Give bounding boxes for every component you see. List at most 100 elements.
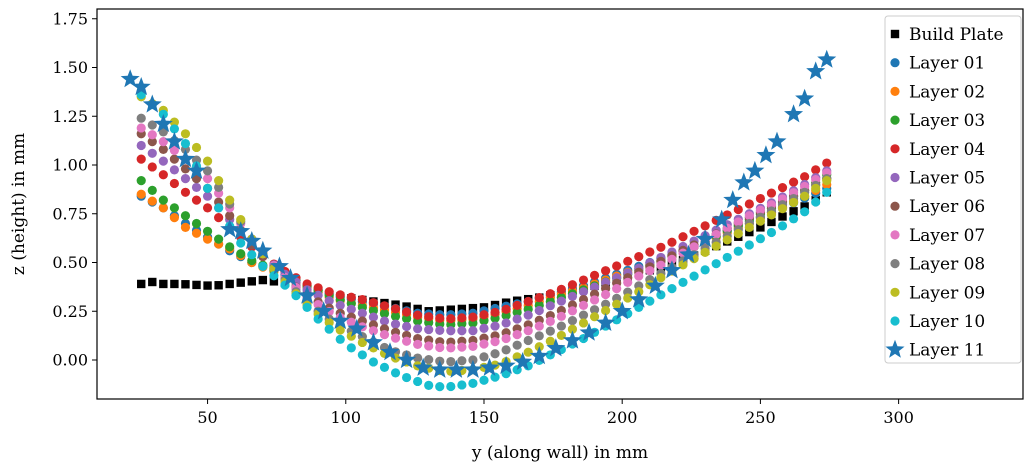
data-point	[368, 312, 379, 322]
data-point	[191, 218, 202, 229]
data-point	[357, 337, 367, 348]
data-point	[567, 306, 578, 316]
data-point	[191, 195, 202, 205]
data-point	[629, 289, 649, 308]
legend-marker	[885, 339, 905, 358]
x-tick-label: 200	[607, 408, 638, 427]
data-point	[788, 214, 799, 224]
data-point	[545, 289, 555, 299]
data-point	[546, 338, 566, 357]
data-point	[346, 292, 356, 302]
data-point	[667, 254, 677, 264]
data-point	[147, 137, 157, 147]
data-point	[346, 343, 356, 353]
data-point	[734, 172, 754, 191]
data-point	[733, 217, 743, 227]
data-point	[490, 349, 500, 359]
data-point	[545, 316, 555, 326]
data-point	[512, 300, 522, 310]
data-point	[136, 113, 146, 123]
data-point	[589, 312, 600, 322]
data-point	[220, 219, 240, 238]
data-point	[390, 368, 401, 378]
legend-marker	[890, 86, 900, 96]
data-point	[191, 182, 202, 193]
data-point	[202, 174, 213, 184]
data-point	[435, 342, 445, 353]
data-point	[817, 49, 837, 68]
data-point	[711, 241, 721, 251]
data-point	[523, 296, 533, 307]
data-point	[545, 301, 555, 311]
legend-marker	[890, 144, 900, 154]
data-point	[512, 330, 522, 340]
data-point	[578, 287, 589, 297]
data-point	[247, 277, 256, 286]
data-point	[169, 203, 179, 213]
data-point	[324, 317, 334, 328]
data-point	[788, 197, 799, 208]
data-point	[645, 296, 655, 306]
data-point	[722, 235, 732, 245]
data-point	[784, 104, 804, 123]
data-point	[430, 359, 450, 378]
data-point	[335, 300, 345, 310]
data-point	[806, 61, 826, 80]
data-point	[612, 261, 622, 271]
data-point	[578, 310, 589, 320]
data-point	[324, 324, 334, 334]
legend-label: Layer 10	[909, 312, 985, 332]
data-point	[435, 325, 445, 335]
data-point	[667, 284, 677, 294]
data-point	[346, 317, 356, 327]
data-point	[490, 321, 500, 331]
data-point	[225, 211, 235, 221]
data-point	[401, 314, 412, 324]
data-point	[214, 213, 224, 223]
data-point	[645, 275, 665, 294]
data-point	[413, 376, 423, 387]
y-tick-label: 0.25	[52, 302, 88, 321]
data-point	[556, 284, 566, 295]
data-point	[401, 321, 412, 332]
data-point	[202, 226, 213, 236]
data-point	[479, 352, 489, 362]
data-point	[247, 250, 257, 260]
data-point	[147, 185, 157, 195]
data-point	[578, 300, 589, 310]
data-point	[480, 357, 500, 376]
data-point	[180, 187, 191, 197]
data-point	[446, 381, 456, 392]
data-point	[258, 261, 268, 271]
data-point	[169, 154, 179, 164]
data-point	[147, 196, 157, 206]
data-point	[169, 117, 179, 127]
data-point	[501, 318, 511, 328]
data-point	[401, 372, 412, 383]
data-point	[822, 187, 832, 197]
data-point	[468, 312, 478, 322]
data-point	[397, 350, 417, 369]
data-point	[777, 221, 788, 231]
plot-marks	[120, 49, 837, 392]
data-point	[368, 305, 379, 316]
data-point	[811, 197, 821, 207]
data-point	[159, 279, 168, 289]
data-point	[689, 226, 699, 236]
data-point	[567, 291, 578, 302]
data-point	[424, 324, 434, 335]
data-point	[258, 275, 268, 285]
data-point	[523, 310, 533, 320]
data-point	[147, 130, 157, 140]
data-point	[745, 227, 754, 237]
data-point	[368, 298, 379, 308]
data-point	[401, 307, 412, 317]
data-point	[191, 142, 202, 153]
data-point	[225, 242, 235, 252]
data-point	[424, 380, 434, 390]
data-point	[744, 211, 754, 221]
data-point	[180, 129, 191, 139]
legend-marker	[890, 58, 900, 68]
data-point	[501, 345, 511, 355]
y-tick-label: 0.75	[52, 204, 88, 223]
